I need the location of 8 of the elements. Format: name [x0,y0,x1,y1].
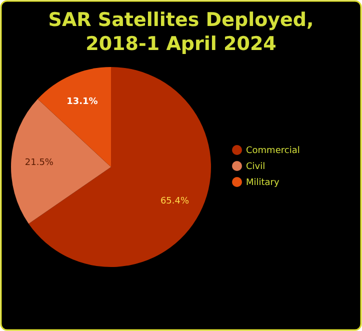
pie-slice [11,99,111,224]
legend-label: Military [246,178,280,188]
data-label: 65.4% [160,196,190,207]
legend-label: Commercial [246,146,300,156]
data-label: 21.5% [24,158,54,168]
chart-title: SAR Satellites Deployed, 2018-1 April 2024 [48,9,314,55]
legend-label: Civil [246,162,266,172]
data-label: 13.1% [66,97,98,108]
